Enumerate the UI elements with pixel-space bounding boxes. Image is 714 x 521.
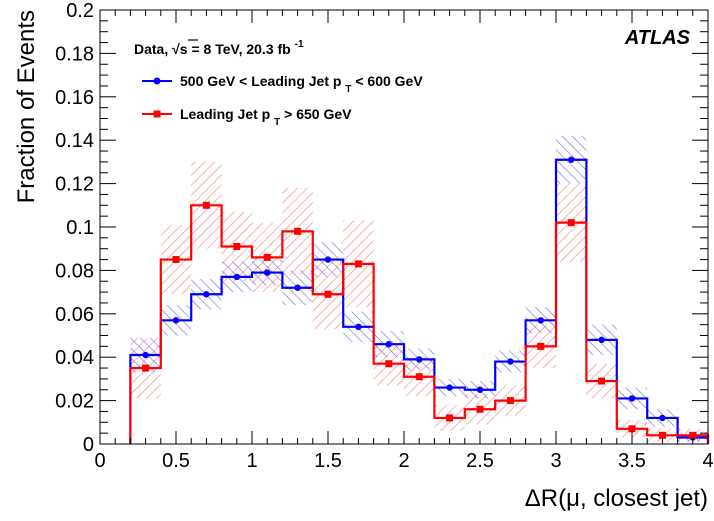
data-point <box>628 425 636 433</box>
annotation-data-label: Data, <box>134 41 172 57</box>
y-tick-label: 0.14 <box>55 130 94 152</box>
legend-entry-blue: 500 GeV < Leading Jet p T < 600 GeV <box>142 73 423 95</box>
x-tick-label: 0 <box>94 450 105 472</box>
x-tick-label: 0.5 <box>162 450 190 472</box>
data-point <box>659 414 666 422</box>
svg-text:500 GeV < Leading Jet p: 500 GeV < Leading Jet p T < 600 GeV <box>180 73 423 95</box>
data-point <box>202 201 210 209</box>
series-line <box>129 204 710 444</box>
data-point <box>416 356 423 363</box>
legend-label-blue-sub: T <box>345 84 351 95</box>
x-tick-label: 1.5 <box>314 450 342 472</box>
data-point <box>689 431 697 439</box>
data-point <box>567 219 575 227</box>
svg-text:Leading Jet p T: Leading Jet p T > 650 GeV <box>180 106 352 128</box>
data-point <box>446 384 453 391</box>
data-point <box>294 284 301 291</box>
data-point <box>385 340 392 348</box>
y-tick-label: 0.2 <box>66 0 94 22</box>
data-point <box>142 364 150 372</box>
uncertainty-bands <box>130 135 708 442</box>
y-tick-label: 0 <box>83 434 94 456</box>
annotation: Data, √s = 8 TeV, 20.3 fb -1 ATLAS <box>134 27 691 57</box>
data-point <box>506 397 514 405</box>
data-point <box>476 386 484 393</box>
legend-entry-red: Leading Jet p T > 650 GeV <box>142 106 352 128</box>
y-tick-label: 0.08 <box>55 260 94 282</box>
x-tick-label: 3 <box>550 450 561 472</box>
data-point <box>598 336 605 344</box>
legend-label-blue: 500 GeV < Leading Jet p <box>180 73 341 89</box>
legend: 500 GeV < Leading Jet p T < 600 GeV Lead… <box>142 73 423 128</box>
data-point <box>415 373 423 381</box>
data-point <box>507 358 514 365</box>
data-point <box>355 323 362 331</box>
data-point <box>658 431 666 439</box>
legend-label-blue-tail: < 600 GeV <box>355 73 423 89</box>
data-point <box>264 269 271 276</box>
data-point <box>628 395 636 402</box>
data-point <box>294 227 302 235</box>
y-tick-label: 0.04 <box>55 347 94 369</box>
x-tick-label: 1 <box>246 450 257 472</box>
legend-label-red: Leading Jet p <box>180 106 270 122</box>
data-point <box>446 414 454 422</box>
atlas-label: ATLAS <box>624 27 691 49</box>
data-point <box>233 273 240 281</box>
x-axis: 0 0.5 1 1.5 2 2.5 3 3.5 4 <box>94 10 714 472</box>
x-tick-label: 4 <box>702 450 713 472</box>
y-axis-title: Fraction of Events <box>13 10 40 203</box>
data-point <box>568 156 575 163</box>
x-tick-label: 3.5 <box>618 450 646 472</box>
legend-label-red-tail: > 650 GeV <box>284 106 352 122</box>
data-point <box>537 342 545 350</box>
data-point <box>324 290 332 298</box>
y-tick-label: 0.06 <box>55 304 94 326</box>
data-point <box>354 260 362 268</box>
data-point <box>263 253 271 261</box>
x-axis-title: ΔR(μ, closest jet) <box>525 485 708 512</box>
y-tick-label: 0.16 <box>55 87 94 109</box>
y-tick-label: 0.18 <box>55 43 94 65</box>
data-point <box>476 405 484 413</box>
y-axis: 0 0.02 0.04 0.06 0.08 0.1 0.12 0.14 0.16 0.18 0.2 <box>55 0 708 456</box>
data-point <box>324 256 332 263</box>
y-tick-label: 0.02 <box>55 391 94 413</box>
svg-text:Data, √s = 8 TeV, 20.3: Data, √s = 8 TeV, 20.3 fb -1 <box>134 39 304 57</box>
data-point <box>598 377 606 385</box>
data-point <box>537 317 544 324</box>
y-tick-label: 0.12 <box>55 174 94 196</box>
legend-label-red-sub: T <box>274 117 280 128</box>
data-markers <box>142 156 697 441</box>
annotation-energy: √s = 8 TeV, 20.3 fb <box>172 41 291 57</box>
x-tick-label: 2 <box>398 450 409 472</box>
data-point <box>172 256 180 264</box>
data-point <box>385 360 393 368</box>
annotation-lumi-exponent: -1 <box>295 39 304 50</box>
data-point <box>142 351 149 359</box>
x-tick-label: 2.5 <box>466 450 494 472</box>
data-point <box>172 317 180 324</box>
data-point <box>203 291 210 298</box>
y-tick-label: 0.1 <box>66 217 94 239</box>
data-point <box>233 243 241 251</box>
